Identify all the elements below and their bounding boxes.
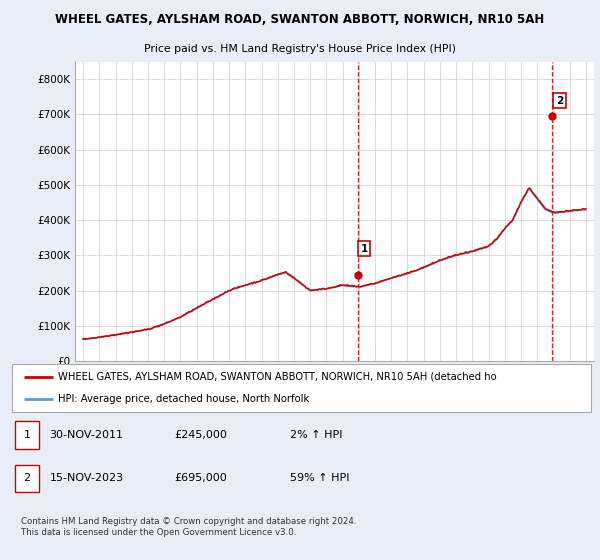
- FancyBboxPatch shape: [12, 364, 591, 412]
- Text: 30-NOV-2011: 30-NOV-2011: [50, 430, 124, 440]
- Text: £695,000: £695,000: [174, 473, 227, 483]
- Text: 15-NOV-2023: 15-NOV-2023: [50, 473, 124, 483]
- Text: WHEEL GATES, AYLSHAM ROAD, SWANTON ABBOTT, NORWICH, NR10 5AH: WHEEL GATES, AYLSHAM ROAD, SWANTON ABBOT…: [55, 13, 545, 26]
- Text: 2: 2: [23, 473, 31, 483]
- Text: Contains HM Land Registry data © Crown copyright and database right 2024.
This d: Contains HM Land Registry data © Crown c…: [20, 517, 356, 536]
- Text: HPI: Average price, detached house, North Norfolk: HPI: Average price, detached house, Nort…: [58, 394, 310, 404]
- FancyBboxPatch shape: [15, 465, 39, 492]
- Text: 1: 1: [361, 244, 368, 254]
- Text: 2: 2: [556, 96, 563, 106]
- Text: WHEEL GATES, AYLSHAM ROAD, SWANTON ABBOTT, NORWICH, NR10 5AH (detached ho: WHEEL GATES, AYLSHAM ROAD, SWANTON ABBOT…: [58, 372, 497, 382]
- FancyBboxPatch shape: [15, 422, 39, 449]
- Text: £245,000: £245,000: [174, 430, 227, 440]
- Text: 1: 1: [23, 430, 31, 440]
- Text: 59% ↑ HPI: 59% ↑ HPI: [290, 473, 349, 483]
- Text: 2% ↑ HPI: 2% ↑ HPI: [290, 430, 343, 440]
- Text: Price paid vs. HM Land Registry's House Price Index (HPI): Price paid vs. HM Land Registry's House …: [144, 44, 456, 54]
